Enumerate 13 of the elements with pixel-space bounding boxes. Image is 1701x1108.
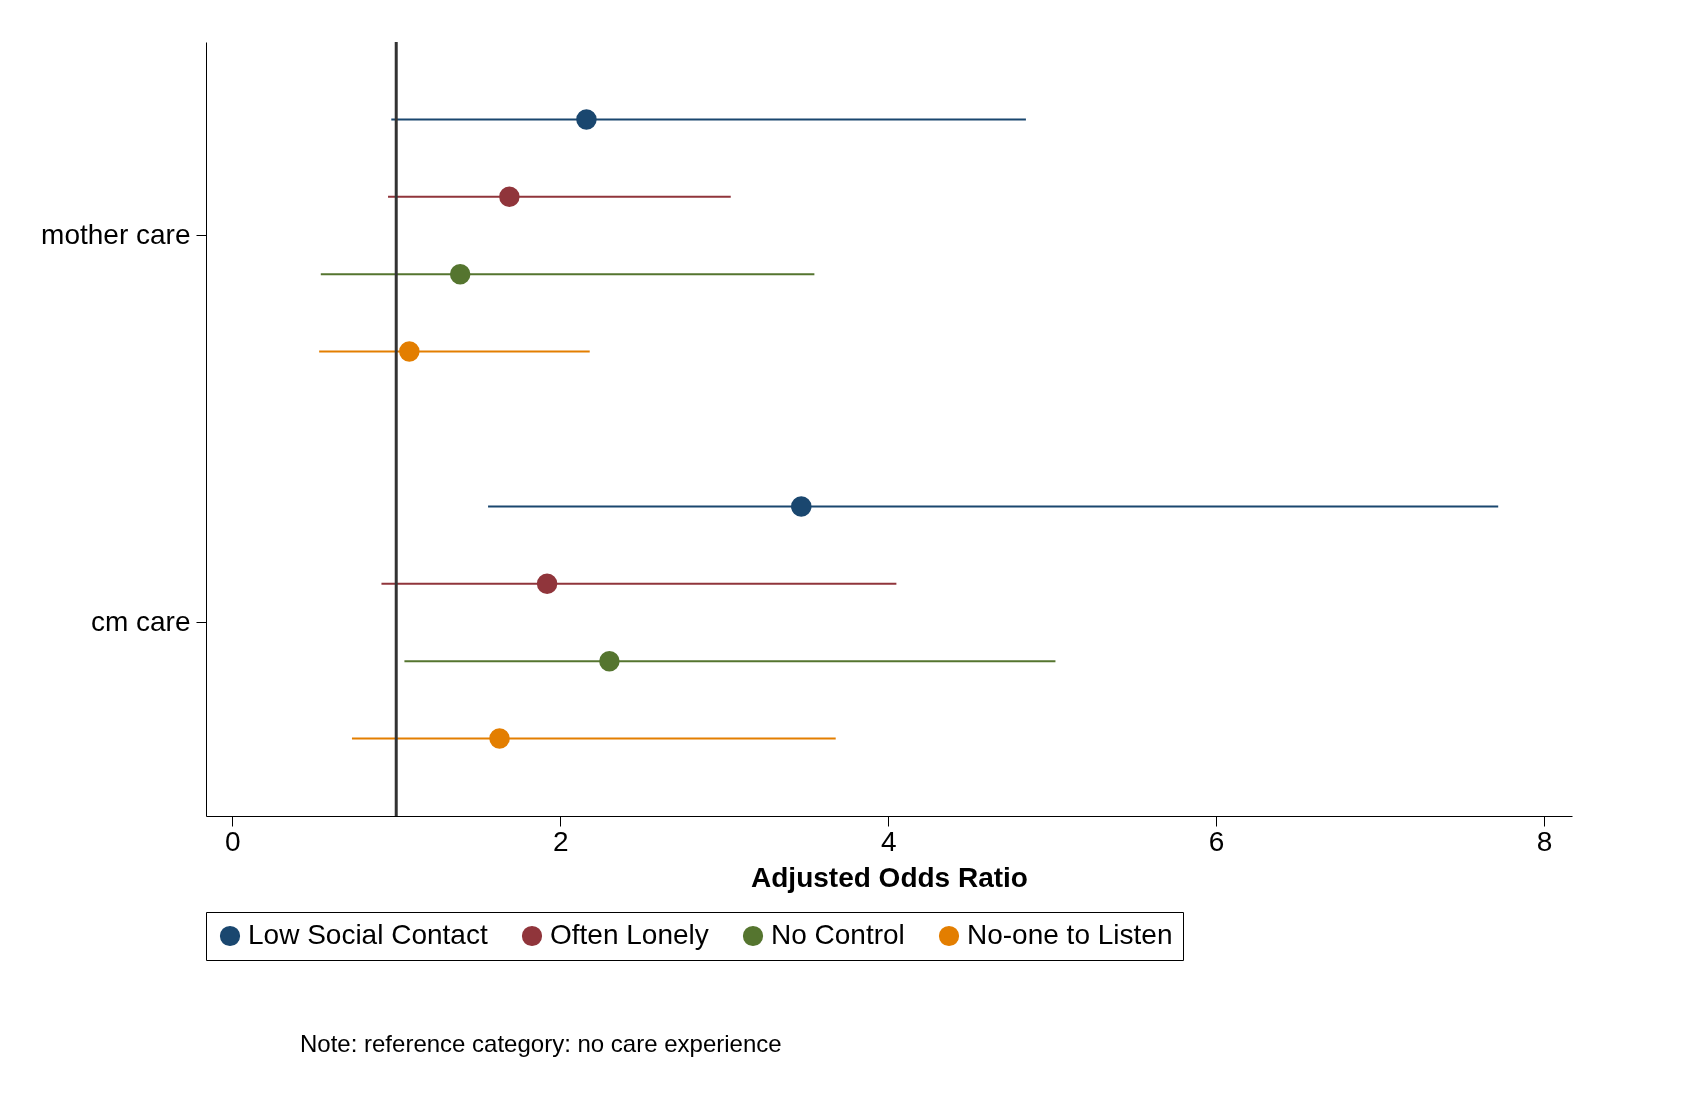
legend-label: Low Social Contact [248,919,488,950]
y-tick-label: cm care [90,605,191,637]
x-tick-label: 6 [1208,825,1225,857]
legend-label: No-one to Listen [967,919,1173,950]
text: Note: reference category: no care experience [300,1030,782,1058]
legend-label: Often Lonely [550,919,709,950]
x-tick-label: 0 [224,825,241,857]
y-tick-label: mother care [41,218,191,250]
x-tick-label: 8 [1536,825,1553,857]
x-tick-label: 4 [880,825,897,857]
x-axis-title: Adjusted Odds Ratio [751,861,1028,893]
x-tick-label: 2 [552,825,569,857]
legend-label: No Control [771,919,905,950]
